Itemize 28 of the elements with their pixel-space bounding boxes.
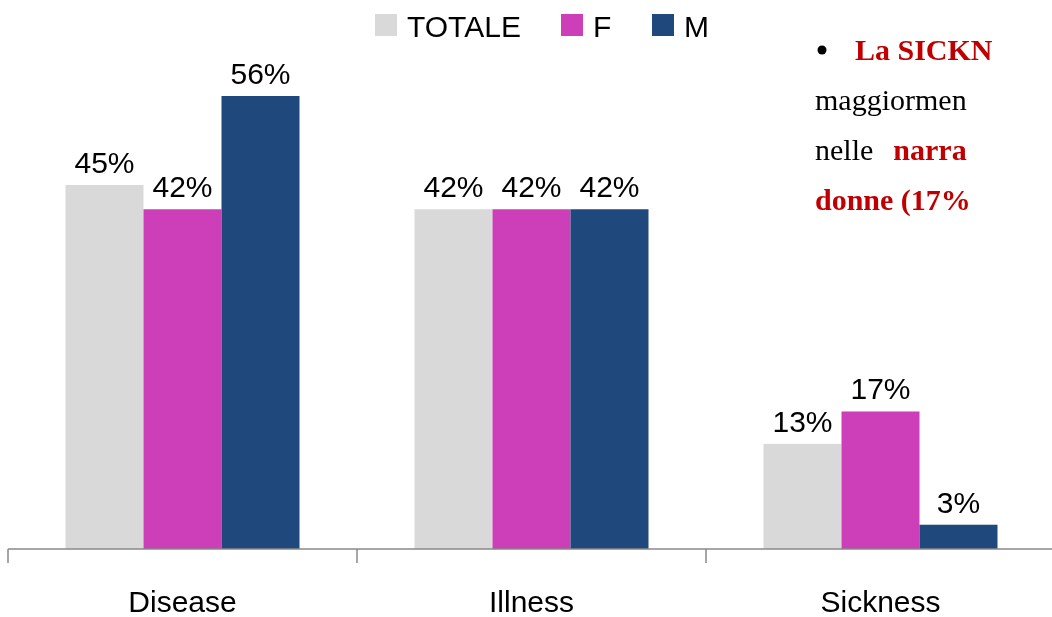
bar — [414, 209, 493, 549]
data-label: 17% — [850, 372, 911, 406]
x-tick-label: Sickness — [820, 585, 941, 617]
data-label: 42% — [501, 170, 562, 204]
data-label: 3% — [936, 485, 981, 519]
text: La SICKN — [855, 33, 993, 66]
bar — [65, 184, 144, 549]
bar — [492, 209, 571, 549]
bar — [763, 443, 842, 549]
annotation: donne (17% — [815, 183, 971, 217]
legend-label: M — [684, 10, 709, 43]
data-label: 56% — [230, 57, 291, 90]
legend-label: TOTALE — [407, 10, 521, 43]
legend-label: F — [593, 10, 612, 43]
bar — [919, 524, 998, 549]
x-tick-label: Disease — [128, 585, 237, 617]
data-label: 45% — [74, 145, 135, 179]
bar — [841, 411, 920, 549]
data-label: 42% — [152, 170, 213, 204]
bar — [221, 96, 300, 549]
annotation: maggiormen — [815, 83, 967, 116]
data-label: 42% — [579, 170, 640, 204]
annotation: nelle narra — [815, 133, 967, 166]
data-label: 13% — [772, 404, 833, 438]
x-tick-label: Illness — [488, 585, 575, 617]
bar — [570, 209, 649, 549]
bar — [143, 209, 222, 549]
data-label: 42% — [423, 170, 484, 204]
